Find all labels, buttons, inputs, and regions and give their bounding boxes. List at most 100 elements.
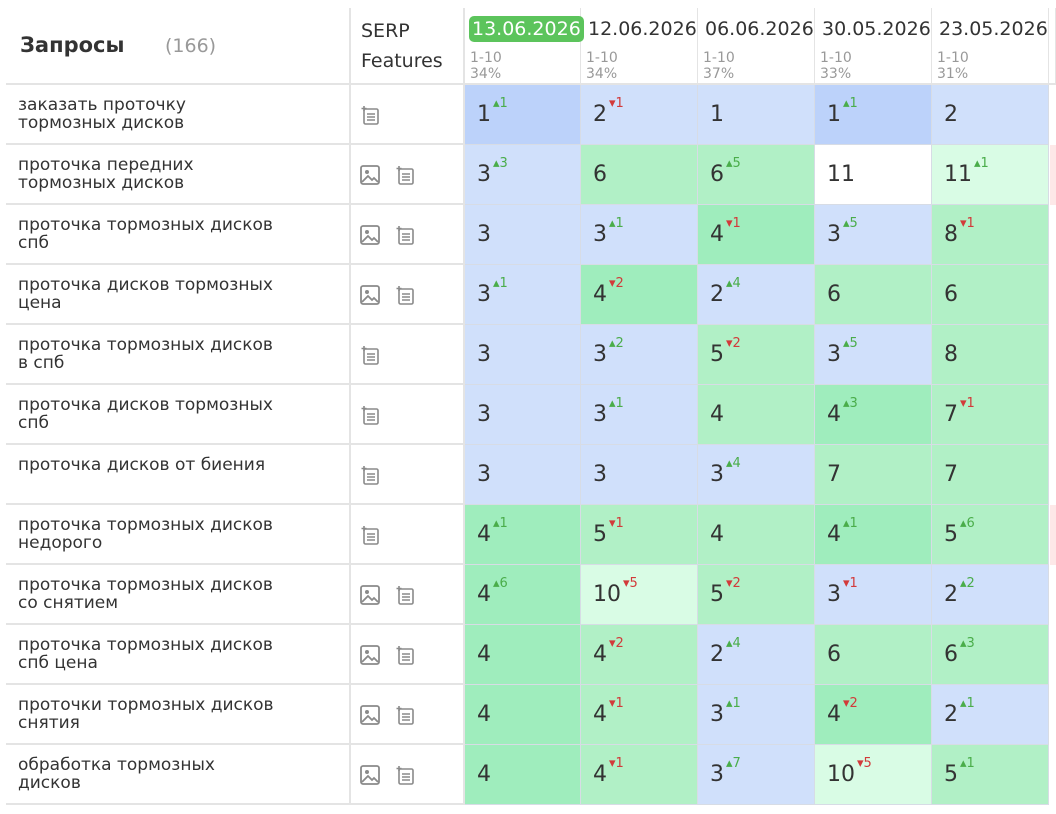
date-column-header[interactable]: 06.06.2026 1-10 37% (698, 8, 815, 85)
position-cell[interactable]: 4 ▾2 (815, 685, 932, 745)
position-value: 3 ▴1 (593, 216, 624, 247)
position-cell[interactable]: 3 ▴2 (581, 325, 698, 385)
position-cell[interactable]: 2 ▴4 (698, 265, 815, 325)
position-cell[interactable]: 5 ▾2 (698, 565, 815, 625)
position-cell[interactable]: 6 ▴3 (932, 625, 1049, 685)
position-cell[interactable]: 3 ▾1 (815, 565, 932, 625)
serp-features-cell (351, 745, 465, 805)
position-cell[interactable]: 6 (581, 145, 698, 205)
position-cell[interactable]: 3 ▴1 (698, 685, 815, 745)
query-cell[interactable]: проточка передних тормозных дисков (6, 145, 351, 205)
query-text[interactable]: заказать проточку тормозных дисков (18, 95, 186, 133)
position-cell[interactable]: 5 ▴1 (932, 745, 1049, 805)
position-cell[interactable]: 8 ▾1 (932, 205, 1049, 265)
position-cell[interactable]: 7 (932, 445, 1049, 505)
position-cell[interactable]: 7 ▾1 (932, 385, 1049, 445)
position-cell[interactable]: 4 ▴1 (815, 505, 932, 565)
position-cell[interactable]: 3 ▴3 (465, 145, 581, 205)
query-cell[interactable]: проточка дисков тормозных спб (6, 385, 351, 445)
position-cell[interactable]: 1 ▴1 (815, 85, 932, 145)
position-cell[interactable]: 3 ▴7 (698, 745, 815, 805)
arrow-up-icon: ▴ (726, 456, 733, 471)
query-text[interactable]: проточка тормозных дисков со снятием (18, 575, 273, 613)
query-text[interactable]: проточка дисков тормозных спб (18, 395, 273, 433)
position-cell[interactable]: 4 ▴3 (815, 385, 932, 445)
query-cell[interactable]: проточка тормозных дисков в спб (6, 325, 351, 385)
position-cell[interactable]: 1 (698, 85, 815, 145)
position-cell[interactable]: 2 ▴1 (932, 685, 1049, 745)
position-change: ▾2 (609, 276, 624, 291)
position-cell[interactable]: 2 ▴4 (698, 625, 815, 685)
date-column-header[interactable]: 12.06.2026 1-10 34% (581, 8, 698, 85)
position-cell[interactable]: 3 ▴1 (581, 205, 698, 265)
position-cell[interactable]: 3 (465, 385, 581, 445)
position-cell[interactable]: 2 (932, 85, 1049, 145)
position-cell[interactable]: 6 (815, 625, 932, 685)
query-cell[interactable]: обработка тормозных дисков (6, 745, 351, 805)
query-cell[interactable]: заказать проточку тормозных дисков (6, 85, 351, 145)
position-cell[interactable]: 3 ▴1 (581, 385, 698, 445)
position-cell[interactable]: 6 (815, 265, 932, 325)
query-text[interactable]: проточка дисков тормозных цена (18, 275, 273, 313)
position-cell[interactable]: 5 ▴6 (932, 505, 1049, 565)
position-value: 3 (477, 402, 491, 427)
query-cell[interactable]: проточка тормозных дисков спб (6, 205, 351, 265)
position-cell[interactable]: 11 (815, 145, 932, 205)
query-cell[interactable]: проточка дисков от биения (6, 445, 351, 505)
image-icon (359, 584, 381, 606)
position-cell[interactable]: 4 ▾2 (581, 625, 698, 685)
position-cell[interactable]: 4 ▴6 (465, 565, 581, 625)
query-cell[interactable]: проточка дисков тормозных цена (6, 265, 351, 325)
position-cell[interactable]: 11 ▴1 (932, 145, 1049, 205)
position-cell[interactable]: 1 ▴1 (465, 85, 581, 145)
position-cell[interactable]: 3 (465, 445, 581, 505)
date-column-header[interactable]: 23.05.2026 1-10 31% (932, 8, 1049, 85)
position-cell[interactable]: 4 (698, 505, 815, 565)
position-cell[interactable]: 3 ▴4 (698, 445, 815, 505)
query-cell[interactable]: проточка тормозных дисков недорого (6, 505, 351, 565)
position-cell[interactable]: 8 (932, 325, 1049, 385)
position-cell[interactable]: 4 ▾2 (581, 265, 698, 325)
position-cell[interactable]: 4 ▾1 (581, 745, 698, 805)
position-cell[interactable]: 3 ▴5 (815, 325, 932, 385)
position-cell[interactable]: 4 (465, 685, 581, 745)
position-cell[interactable]: 4 ▾1 (581, 685, 698, 745)
query-cell[interactable]: проточки тормозных дисков снятия (6, 685, 351, 745)
position-cell[interactable]: 4 (465, 745, 581, 805)
position-number: 4 (710, 402, 724, 427)
query-text[interactable]: проточка дисков от биения (18, 455, 266, 475)
position-cell[interactable]: 6 ▴5 (698, 145, 815, 205)
position-cell[interactable]: 5 ▾1 (581, 505, 698, 565)
position-cell[interactable]: 4 ▴1 (465, 505, 581, 565)
query-text[interactable]: проточка передних тормозных дисков (18, 155, 194, 193)
queries-column-header[interactable]: Запросы (166) (6, 8, 351, 85)
position-cell[interactable]: 4 (465, 625, 581, 685)
query-cell[interactable]: проточка тормозных дисков со снятием (6, 565, 351, 625)
position-cell[interactable]: 10 ▾5 (815, 745, 932, 805)
query-cell[interactable]: проточка тормозных дисков спб цена (6, 625, 351, 685)
date-column-header[interactable]: 30.05.2026 1-10 33% (815, 8, 932, 85)
query-text[interactable]: проточки тормозных дисков снятия (18, 695, 274, 733)
position-cell[interactable]: 10 ▾5 (581, 565, 698, 625)
position-cell[interactable]: 3 ▴5 (815, 205, 932, 265)
position-cell[interactable]: 4 ▾1 (698, 205, 815, 265)
query-text[interactable]: проточка тормозных дисков спб (18, 215, 273, 253)
query-text[interactable]: проточка тормозных дисков недорого (18, 515, 273, 553)
position-cell[interactable]: 3 (465, 325, 581, 385)
date-column-header[interactable]: 13.06.2026 1-10 34% (465, 8, 584, 85)
position-cell[interactable]: 3 (465, 205, 581, 265)
position-cell[interactable]: 6 (932, 265, 1049, 325)
position-number: 3 (477, 282, 491, 307)
query-text[interactable]: обработка тормозных дисков (18, 755, 215, 793)
position-change-value: 1 (849, 576, 858, 591)
query-text[interactable]: проточка тормозных дисков в спб (18, 335, 273, 373)
position-cell[interactable]: 4 (698, 385, 815, 445)
position-number: 3 (593, 342, 607, 367)
position-cell[interactable]: 2 ▾1 (581, 85, 698, 145)
position-cell[interactable]: 3 ▴1 (465, 265, 581, 325)
position-cell[interactable]: 3 (581, 445, 698, 505)
position-cell[interactable]: 5 ▾2 (698, 325, 815, 385)
query-text[interactable]: проточка тормозных дисков спб цена (18, 635, 273, 673)
position-cell[interactable]: 2 ▴2 (932, 565, 1049, 625)
position-cell[interactable]: 7 (815, 445, 932, 505)
